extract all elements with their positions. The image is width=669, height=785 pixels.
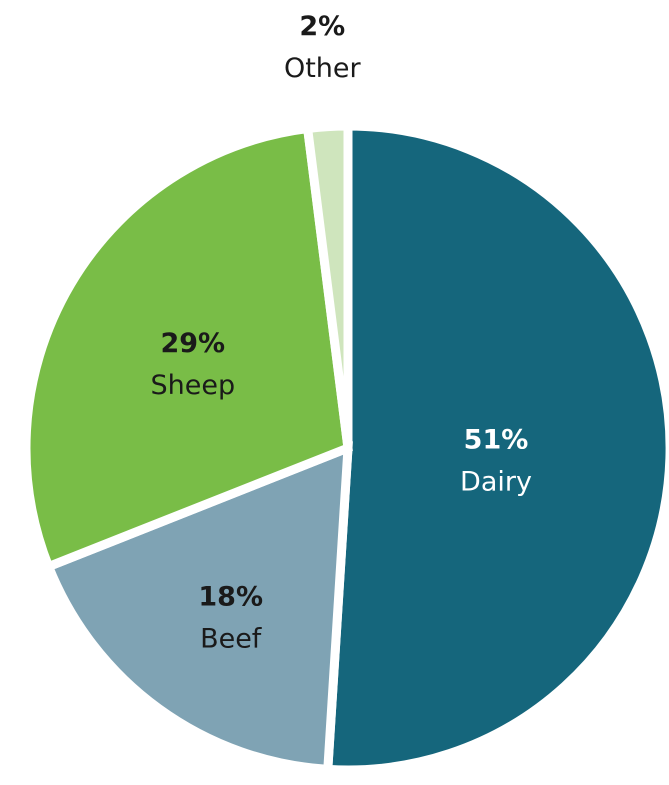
slice-percent-dairy: 51% bbox=[464, 425, 529, 456]
pie-labels: 51% Dairy 18% Beef 29% Sheep 2% Other bbox=[150, 11, 531, 655]
pie-label-sheep: 29% Sheep bbox=[150, 328, 235, 401]
pie-slice-dairy bbox=[323, 121, 669, 775]
slice-percent-other: 2% bbox=[299, 11, 345, 42]
pie-slices bbox=[21, 121, 669, 775]
pie-label-beef: 18% Beef bbox=[198, 582, 263, 655]
pie-slice-beef bbox=[42, 441, 353, 775]
pie-slice-other bbox=[302, 121, 353, 449]
pie-label-dairy: 51% Dairy bbox=[460, 425, 532, 498]
slice-name-beef: Beef bbox=[200, 624, 263, 655]
pie-label-other: 2% Other bbox=[284, 11, 362, 84]
slice-name-dairy: Dairy bbox=[460, 467, 532, 498]
slice-name-sheep: Sheep bbox=[150, 370, 235, 401]
slice-percent-beef: 18% bbox=[198, 582, 263, 613]
slice-name-other: Other bbox=[284, 53, 362, 84]
slice-percent-sheep: 29% bbox=[160, 328, 225, 359]
pie-slice-sheep bbox=[21, 123, 353, 573]
